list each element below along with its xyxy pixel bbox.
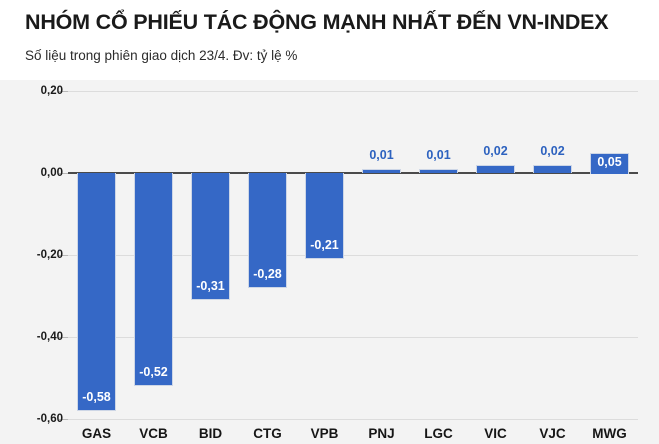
bar-value-label: 0,01: [426, 148, 451, 162]
bar-value-label: -0,31: [196, 279, 225, 293]
bar-ctg[interactable]: [248, 173, 287, 288]
bar-gas[interactable]: [77, 173, 116, 411]
bars-group: [0, 80, 659, 444]
y-axis-tick-label: -0,20: [36, 249, 63, 261]
x-axis-category-mwg: MWG: [592, 426, 627, 441]
bar-bid[interactable]: [191, 173, 230, 300]
chart-plot-area: 0,20 0,00 -0,20 -0,40 -0,60 -0,58 GAS -0,52 VCB -…: [0, 80, 659, 444]
axis-labels-group: 0,20 0,00 -0,20 -0,40 -0,60 -0,58 GAS -0,52 VCB -…: [0, 80, 659, 444]
bar-mwg[interactable]: [590, 153, 629, 174]
bar-value-label: 0,02: [540, 144, 565, 158]
y-axis-tick-mark: [59, 91, 68, 92]
x-axis-category-pnj: PNJ: [368, 426, 395, 441]
chart-header: NHÓM CỔ PHIẾU TÁC ĐỘNG MẠNH NHẤT ĐẾN VN-…: [0, 0, 659, 80]
x-axis-category-bid: BID: [198, 426, 223, 441]
bar-vcb[interactable]: [134, 173, 173, 386]
y-axis-tick-mark: [59, 337, 68, 338]
bar-value-label: 0,01: [369, 148, 394, 162]
bar-value-label: -0,58: [82, 390, 111, 404]
bar-vjc[interactable]: [533, 165, 572, 173]
bar-vic[interactable]: [476, 165, 515, 173]
gridline: [68, 337, 638, 338]
y-axis-tick-mark: [59, 255, 68, 256]
chart-subtitle: Số liệu trong phiên giao dịch 23/4. Đv: …: [25, 48, 298, 63]
bar-lgc[interactable]: [419, 169, 458, 173]
y-axis-tick-label: -0,60: [36, 413, 63, 425]
bar-value-label: -0,52: [139, 365, 168, 379]
bar-value-label: -0,21: [310, 238, 339, 252]
y-axis-tick-label: 0,20: [40, 85, 63, 97]
x-axis-category-vic: VIC: [484, 426, 507, 441]
bar-pnj[interactable]: [362, 169, 401, 173]
bar-value-label: 0,02: [483, 144, 508, 158]
bar-value-label: 0,05: [597, 155, 622, 169]
y-axis-tick-mark: [59, 419, 68, 420]
x-axis-category-ctg: CTG: [253, 426, 282, 441]
y-axis-tick-mark: [59, 173, 68, 174]
gridline: [68, 91, 638, 92]
gridlines-group: [0, 80, 659, 444]
y-axis-tick-label: -0,40: [36, 331, 63, 343]
zero-axis-line: [68, 172, 638, 174]
bar-value-label: -0,28: [253, 267, 282, 281]
x-axis-category-gas: GAS: [81, 426, 112, 441]
y-axis-tick-label: 0,00: [40, 167, 63, 179]
x-axis-category-vpb: VPB: [310, 426, 339, 441]
x-axis-category-lgc: LGC: [424, 426, 453, 441]
x-axis-category-vcb: VCB: [139, 426, 168, 441]
gridline: [68, 419, 638, 420]
bar-vpb[interactable]: [305, 173, 344, 259]
gridline: [68, 255, 638, 256]
x-axis-category-vjc: VJC: [539, 426, 566, 441]
page-title: NHÓM CỔ PHIẾU TÁC ĐỘNG MẠNH NHẤT ĐẾN VN-…: [25, 10, 609, 34]
